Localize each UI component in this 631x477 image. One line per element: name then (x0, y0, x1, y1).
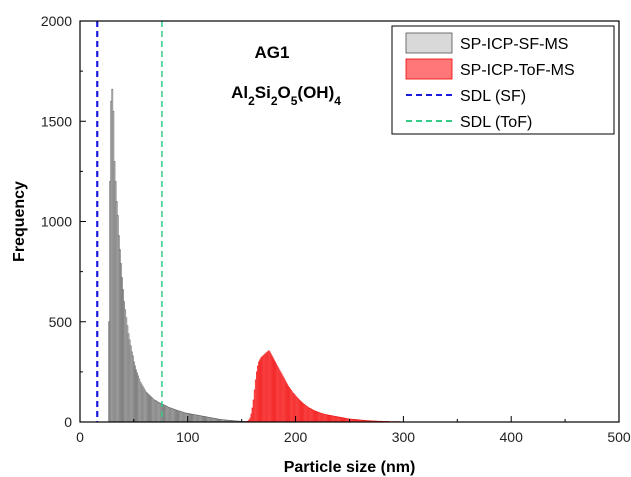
y-tick-label: 1500 (41, 113, 72, 129)
axis-tick-labels: 0 100 200 300 400 500 0 500 1000 1500 2000 (41, 13, 631, 445)
series-sp-icp-sf-ms-bars (108, 88, 252, 423)
formula-part: 4 (334, 94, 341, 108)
y-axis-label: Frequency (11, 181, 28, 262)
y-tick-label: 0 (64, 414, 72, 430)
formula-part: Si (255, 83, 271, 102)
y-tick-label: 2000 (41, 13, 72, 29)
x-tick-label: 100 (176, 429, 200, 445)
x-tick-label: 0 (76, 429, 84, 445)
legend-entry-label: SDL (SF) (460, 88, 526, 105)
formula-part: 2 (271, 94, 278, 108)
legend-entry-label: SP-ICP-ToF-MS (460, 62, 575, 79)
formula-part: 2 (248, 94, 255, 108)
y-tick-label: 500 (49, 314, 73, 330)
sdl-lines (96, 21, 163, 422)
x-tick-label: 200 (284, 429, 308, 445)
legend-swatch (405, 32, 453, 54)
y-tick-label: 1000 (41, 214, 72, 230)
formula-label: Al2Si2O5(OH)4 (231, 83, 341, 108)
x-tick-label: 300 (392, 429, 416, 445)
legend-entry-label: SP-ICP-SF-MS (460, 36, 568, 53)
legend: SP-ICP-SF-MS SP-ICP-ToF-MS SDL (SF) SDL (To… (391, 25, 615, 135)
sample-label: AG1 (255, 43, 290, 62)
x-axis-label: Particle size (nm) (284, 459, 416, 476)
formula-part: Al (231, 83, 248, 102)
formula-part: (OH) (297, 83, 334, 102)
legend-entry-label: SDL (ToF) (460, 114, 532, 131)
x-tick-label: 500 (607, 429, 631, 445)
x-tick-label: 400 (500, 429, 524, 445)
legend-swatch (405, 58, 453, 80)
axis-ticks (79, 20, 620, 423)
formula-part: 5 (291, 94, 298, 108)
series-sp-icp-tof-ms-bars (246, 350, 585, 423)
formula-part: O (278, 83, 291, 102)
